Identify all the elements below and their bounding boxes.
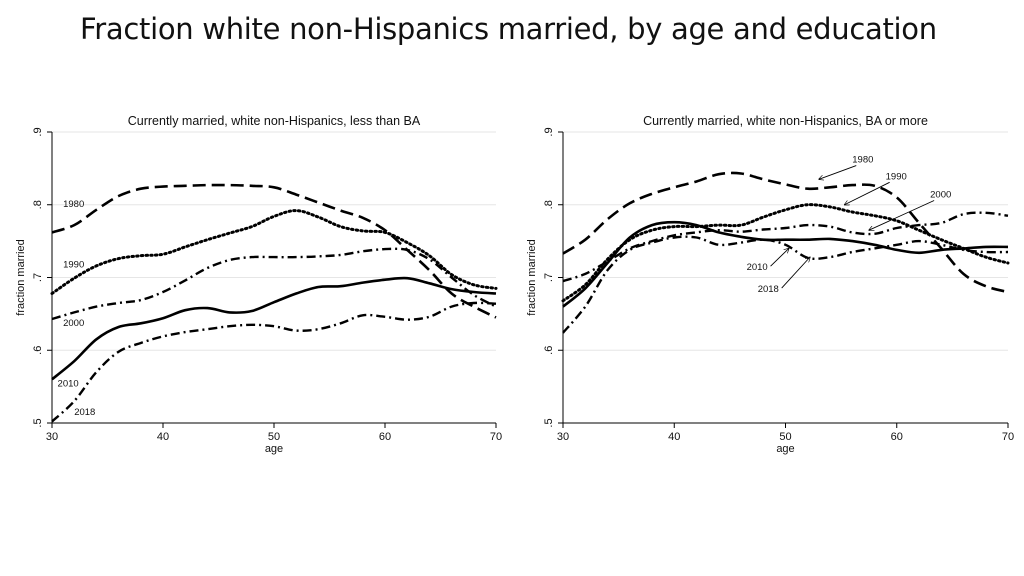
chart-1-label-2000: 2000 bbox=[63, 318, 84, 329]
chart-2-title: Currently married, white non-Hispanics, … bbox=[643, 114, 928, 128]
chart-2-series-1990-line bbox=[561, 203, 1010, 303]
chart-1-series-2018-line bbox=[51, 301, 497, 423]
chart-1-y-axis-label: fraction married bbox=[15, 239, 27, 315]
chart-1-y-tick-label: .5 bbox=[32, 418, 44, 427]
chart-2-x-tick-label: 40 bbox=[668, 431, 680, 443]
chart-1-label-2018: 2018 bbox=[74, 407, 95, 418]
chart-1-title: Currently married, white non-Hispanics, … bbox=[128, 114, 421, 128]
chart-1-y-tick-label: .6 bbox=[32, 346, 44, 355]
chart-2-arrow-1990 bbox=[844, 181, 890, 204]
chart-2-x-tick-label: 70 bbox=[1002, 431, 1014, 443]
chart-2-y-tick-label: .6 bbox=[543, 346, 555, 355]
chart-2-y-tick-label: .9 bbox=[543, 127, 555, 136]
chart-2-arrow-2000 bbox=[869, 200, 935, 230]
chart-2-y-axis-label: fraction married bbox=[526, 239, 538, 315]
panel-ba-or-more: 30 40 50 60 70 .5 .6 .7 .8 .9 Currently married, w… bbox=[526, 114, 1014, 455]
chart-1-x-axis-label: age bbox=[265, 443, 283, 455]
chart-2-series-2010-line bbox=[562, 220, 1009, 308]
chart-1-x-tick-label: 40 bbox=[157, 431, 169, 443]
chart-1-series-2000-line bbox=[51, 247, 497, 321]
chart-2-label-2000: 2000 bbox=[930, 189, 951, 200]
chart-1-x-tick-label: 50 bbox=[268, 431, 280, 443]
chart-2-x-axis-label: age bbox=[776, 443, 794, 455]
chart-1-y-tick-label: .9 bbox=[32, 127, 44, 136]
chart-1-x-tick-label: 30 bbox=[46, 431, 58, 443]
chart-1-y-tick-label: .7 bbox=[32, 273, 44, 282]
chart-2-y-tick-label: .7 bbox=[543, 273, 555, 282]
chart-2-arrow-1980 bbox=[819, 165, 857, 180]
chart-1-y-tick-label: .8 bbox=[32, 200, 44, 209]
chart-2-y-tick-label: .8 bbox=[543, 200, 555, 209]
chart-1-label-2010: 2010 bbox=[58, 379, 79, 390]
chart-1-series-1990-line bbox=[50, 209, 498, 295]
chart-1-series-1980-line bbox=[51, 183, 497, 319]
chart-2-label-1990: 1990 bbox=[886, 171, 907, 182]
chart-1-x-tick-label: 70 bbox=[490, 431, 502, 443]
slide-title: Fraction white non-Hispanics married, by… bbox=[80, 12, 937, 46]
chart-2-series-1980-line bbox=[562, 171, 1009, 294]
chart-2-x-tick-label: 60 bbox=[891, 431, 903, 443]
chart-1-label-1990: 1990 bbox=[63, 259, 84, 270]
panel-less-than-ba: 30 40 50 60 70 .5 .6 .7 .8 .9 Currently married, w… bbox=[15, 114, 502, 455]
chart-1-label-1980: 1980 bbox=[63, 199, 84, 210]
chart-2-arrow-2010 bbox=[770, 248, 789, 267]
chart-2-y-tick-label: .5 bbox=[543, 418, 555, 427]
chart-2-x-tick-label: 50 bbox=[779, 431, 791, 443]
chart-2-label-2018: 2018 bbox=[758, 284, 779, 295]
chart-2-series-2018-line bbox=[562, 235, 1009, 334]
chart-2-arrow-2018 bbox=[781, 257, 810, 289]
chart-1-series-2010-line bbox=[51, 276, 497, 381]
chart-2-label-2010: 2010 bbox=[747, 262, 768, 273]
chart-2-label-1980: 1980 bbox=[852, 155, 873, 166]
chart-2-x-tick-label: 30 bbox=[557, 431, 569, 443]
chart-1-x-tick-label: 60 bbox=[379, 431, 391, 443]
